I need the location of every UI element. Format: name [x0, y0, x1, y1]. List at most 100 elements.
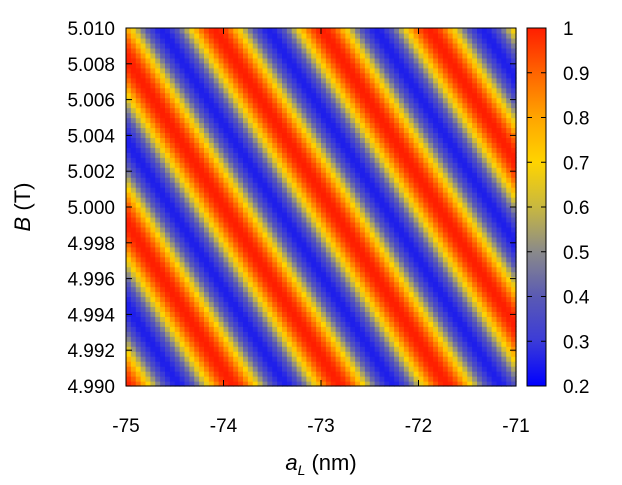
heatmap-cell	[316, 142, 322, 148]
heatmap-cell	[345, 306, 351, 313]
heatmap-cell	[369, 231, 376, 238]
heatmap-cell	[262, 356, 268, 362]
heatmap-cell	[477, 286, 483, 293]
heatmap-cell	[325, 261, 332, 268]
heatmap-cell	[325, 286, 332, 293]
heatmap-cell	[350, 147, 356, 153]
heatmap-cell	[345, 271, 351, 278]
heatmap-cell	[408, 132, 415, 138]
heatmap-cell	[496, 142, 502, 148]
heatmap-cell	[223, 371, 229, 377]
heatmap-cell	[277, 216, 283, 223]
heatmap-cell	[228, 371, 234, 377]
heatmap-cell	[486, 132, 493, 138]
heatmap-cell	[272, 371, 278, 377]
heatmap-cell	[462, 152, 468, 158]
heatmap-cell	[467, 102, 473, 109]
heatmap-cell	[496, 152, 502, 158]
heatmap-cell	[247, 72, 254, 79]
heatmap-cell	[238, 216, 244, 223]
heatmap-cell	[486, 241, 493, 248]
heatmap-cell	[194, 331, 200, 337]
heatmap-cell	[423, 142, 429, 148]
heatmap-cell	[428, 82, 434, 89]
heatmap-cell	[325, 306, 332, 313]
heatmap-cell	[218, 246, 225, 253]
heatmap-cell	[496, 306, 502, 313]
heatmap-cell	[477, 207, 483, 213]
heatmap-cell	[467, 147, 473, 153]
heatmap-cell	[467, 311, 473, 317]
heatmap-cell	[350, 276, 356, 283]
heatmap-cell	[491, 241, 498, 248]
heatmap-cell	[184, 216, 190, 223]
heatmap-cell	[228, 162, 234, 168]
heatmap-cell	[262, 102, 268, 109]
heatmap-cell	[379, 122, 385, 129]
heatmap-cell	[272, 226, 278, 233]
heatmap-cell	[306, 336, 312, 342]
heatmap-cell	[228, 216, 234, 223]
heatmap-cell	[477, 241, 483, 248]
heatmap-cell	[306, 281, 312, 288]
heatmap-cell	[457, 266, 463, 273]
heatmap-cell	[277, 112, 283, 119]
heatmap-cell	[243, 361, 249, 367]
heatmap-cell	[165, 72, 171, 79]
heatmap-cell	[277, 351, 283, 357]
heatmap-cell	[433, 321, 439, 327]
heatmap-cell	[272, 82, 278, 89]
heatmap-cell	[491, 296, 498, 303]
heatmap-cell	[126, 226, 132, 233]
heatmap-cell	[379, 192, 385, 198]
heatmap-cell	[330, 182, 337, 188]
heatmap-cell	[316, 321, 322, 327]
heatmap-cell	[204, 197, 210, 203]
heatmap-cell	[140, 376, 147, 382]
heatmap-cell	[321, 216, 327, 223]
heatmap-cell	[194, 137, 200, 143]
heatmap-cell	[213, 92, 220, 99]
heatmap-cell	[272, 316, 278, 322]
heatmap-cell	[316, 296, 322, 303]
heatmap-cell	[204, 286, 210, 293]
heatmap-cell	[447, 127, 454, 134]
heatmap-cell	[335, 77, 342, 84]
heatmap-cell	[243, 127, 249, 134]
heatmap-cell	[477, 281, 483, 288]
heatmap-cell	[384, 226, 390, 233]
heatmap-cell	[496, 211, 502, 218]
heatmap-cell	[174, 72, 181, 79]
heatmap-cell	[491, 172, 498, 178]
heatmap-cell	[262, 326, 268, 332]
heatmap-cell	[257, 177, 264, 183]
heatmap-cell	[306, 117, 312, 124]
heatmap-cell	[160, 296, 166, 303]
heatmap-cell	[243, 202, 249, 208]
heatmap-cell	[247, 172, 254, 178]
heatmap-cell	[223, 187, 229, 193]
heatmap-cell	[403, 187, 410, 193]
heatmap-cell	[506, 381, 512, 387]
heatmap-cell	[321, 152, 327, 158]
heatmap-cell	[355, 381, 361, 387]
heatmap-cell	[403, 117, 410, 124]
heatmap-cell	[442, 177, 449, 183]
heatmap-cell	[291, 216, 298, 223]
heatmap-cell	[496, 207, 502, 213]
heatmap-cell	[165, 87, 171, 94]
heatmap-cell	[223, 316, 229, 322]
heatmap-cell	[150, 301, 156, 308]
heatmap-cell	[301, 236, 307, 243]
heatmap-cell	[291, 336, 298, 342]
heatmap-cell	[238, 301, 244, 308]
heatmap-cell	[413, 271, 420, 278]
heatmap-cell	[257, 182, 264, 188]
heatmap-cell	[335, 296, 342, 303]
heatmap-cell	[213, 202, 220, 208]
heatmap-cell	[189, 117, 195, 124]
heatmap-cell	[325, 172, 332, 178]
heatmap-cell	[296, 376, 303, 382]
heatmap-cell	[452, 102, 459, 109]
heatmap-cell	[291, 77, 298, 84]
